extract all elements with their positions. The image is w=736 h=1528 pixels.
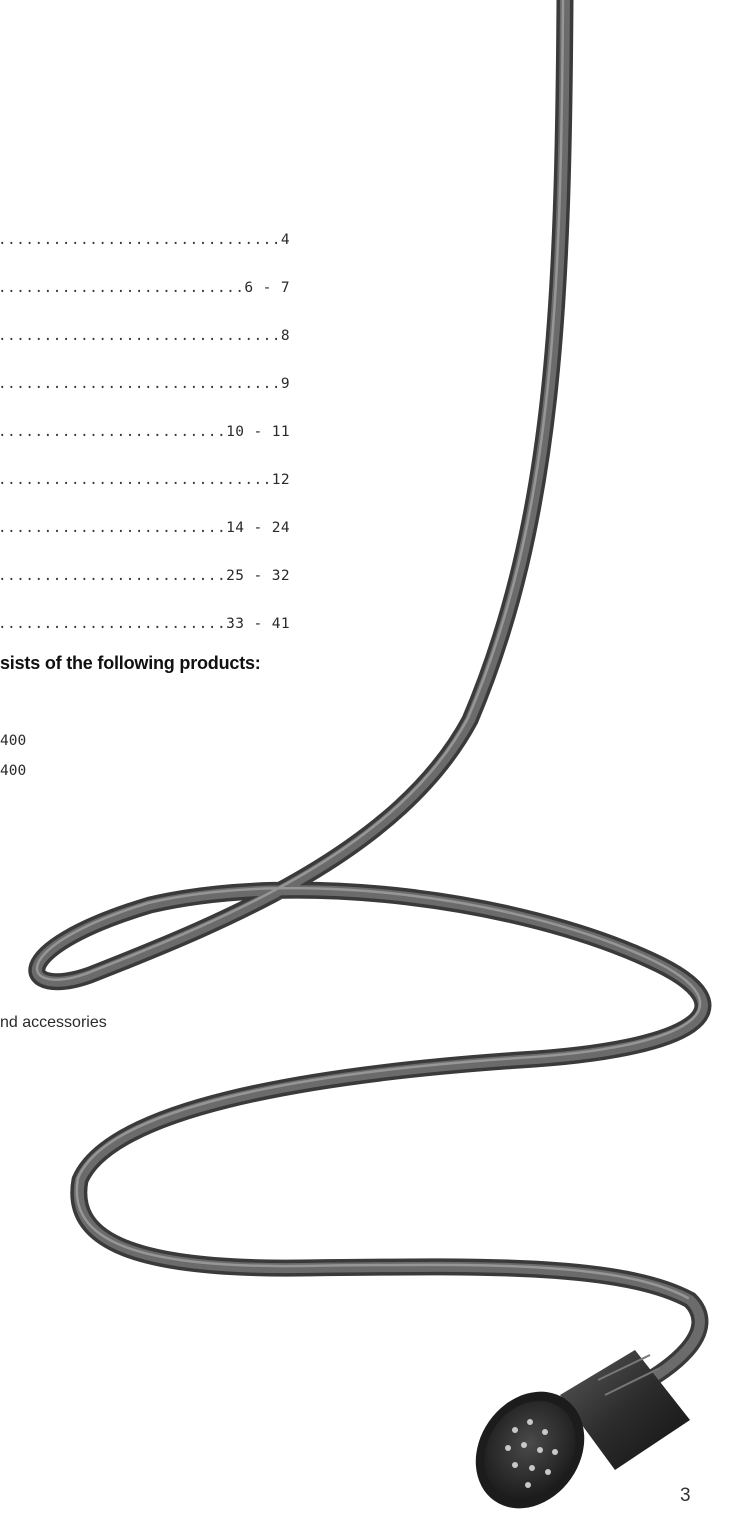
toc-page-number: 12: [271, 472, 290, 488]
toc-leader-dots: ........................................…: [0, 280, 245, 296]
toc-page-number: 8: [280, 328, 290, 344]
toc-page-number: 9: [280, 376, 290, 392]
toc-leader-dots: ........................................…: [0, 328, 281, 344]
toc-entry: ........................................…: [0, 321, 290, 351]
round-connector: [475, 1350, 690, 1509]
toc-entry: ........................................…: [0, 465, 290, 495]
accessories-text: nd accessories: [0, 1014, 107, 1031]
toc-leader-dots: ........................................…: [0, 376, 281, 392]
toc-page-number: 10 - 11: [226, 424, 290, 440]
page-number: 3: [680, 1485, 691, 1506]
toc-entry: ........................................…: [0, 225, 290, 255]
toc-leader-dots: ........................................…: [0, 424, 227, 440]
toc-page-number: 4: [280, 232, 290, 248]
toc-page-number: 6 - 7: [244, 280, 290, 296]
product-line: 400: [0, 763, 27, 779]
toc-leader-dots: ........................................…: [0, 232, 281, 248]
toc-entry: ........................................…: [0, 417, 290, 447]
toc-leader-dots: ........................................…: [0, 472, 272, 488]
product-line: 400: [0, 733, 27, 749]
toc-entry: ........................................…: [0, 369, 290, 399]
toc-entry: ........................................…: [0, 273, 290, 303]
table-of-contents: ........................................…: [0, 0, 736, 700]
toc-page-number: 33 - 41: [226, 616, 290, 632]
toc-leader-dots: ........................................…: [0, 616, 227, 632]
toc-entry: ........................................…: [0, 561, 290, 591]
toc-page-number: 14 - 24: [226, 520, 290, 536]
toc-entry: ........................................…: [0, 609, 290, 639]
products-heading: sists of the following products:: [0, 653, 261, 673]
toc-page-number: 25 - 32: [226, 568, 290, 584]
cable-body: [28, 0, 712, 1414]
toc-entry: ........................................…: [0, 513, 290, 543]
toc-leader-dots: ........................................…: [0, 520, 227, 536]
toc-leader-dots: ........................................…: [0, 568, 227, 584]
